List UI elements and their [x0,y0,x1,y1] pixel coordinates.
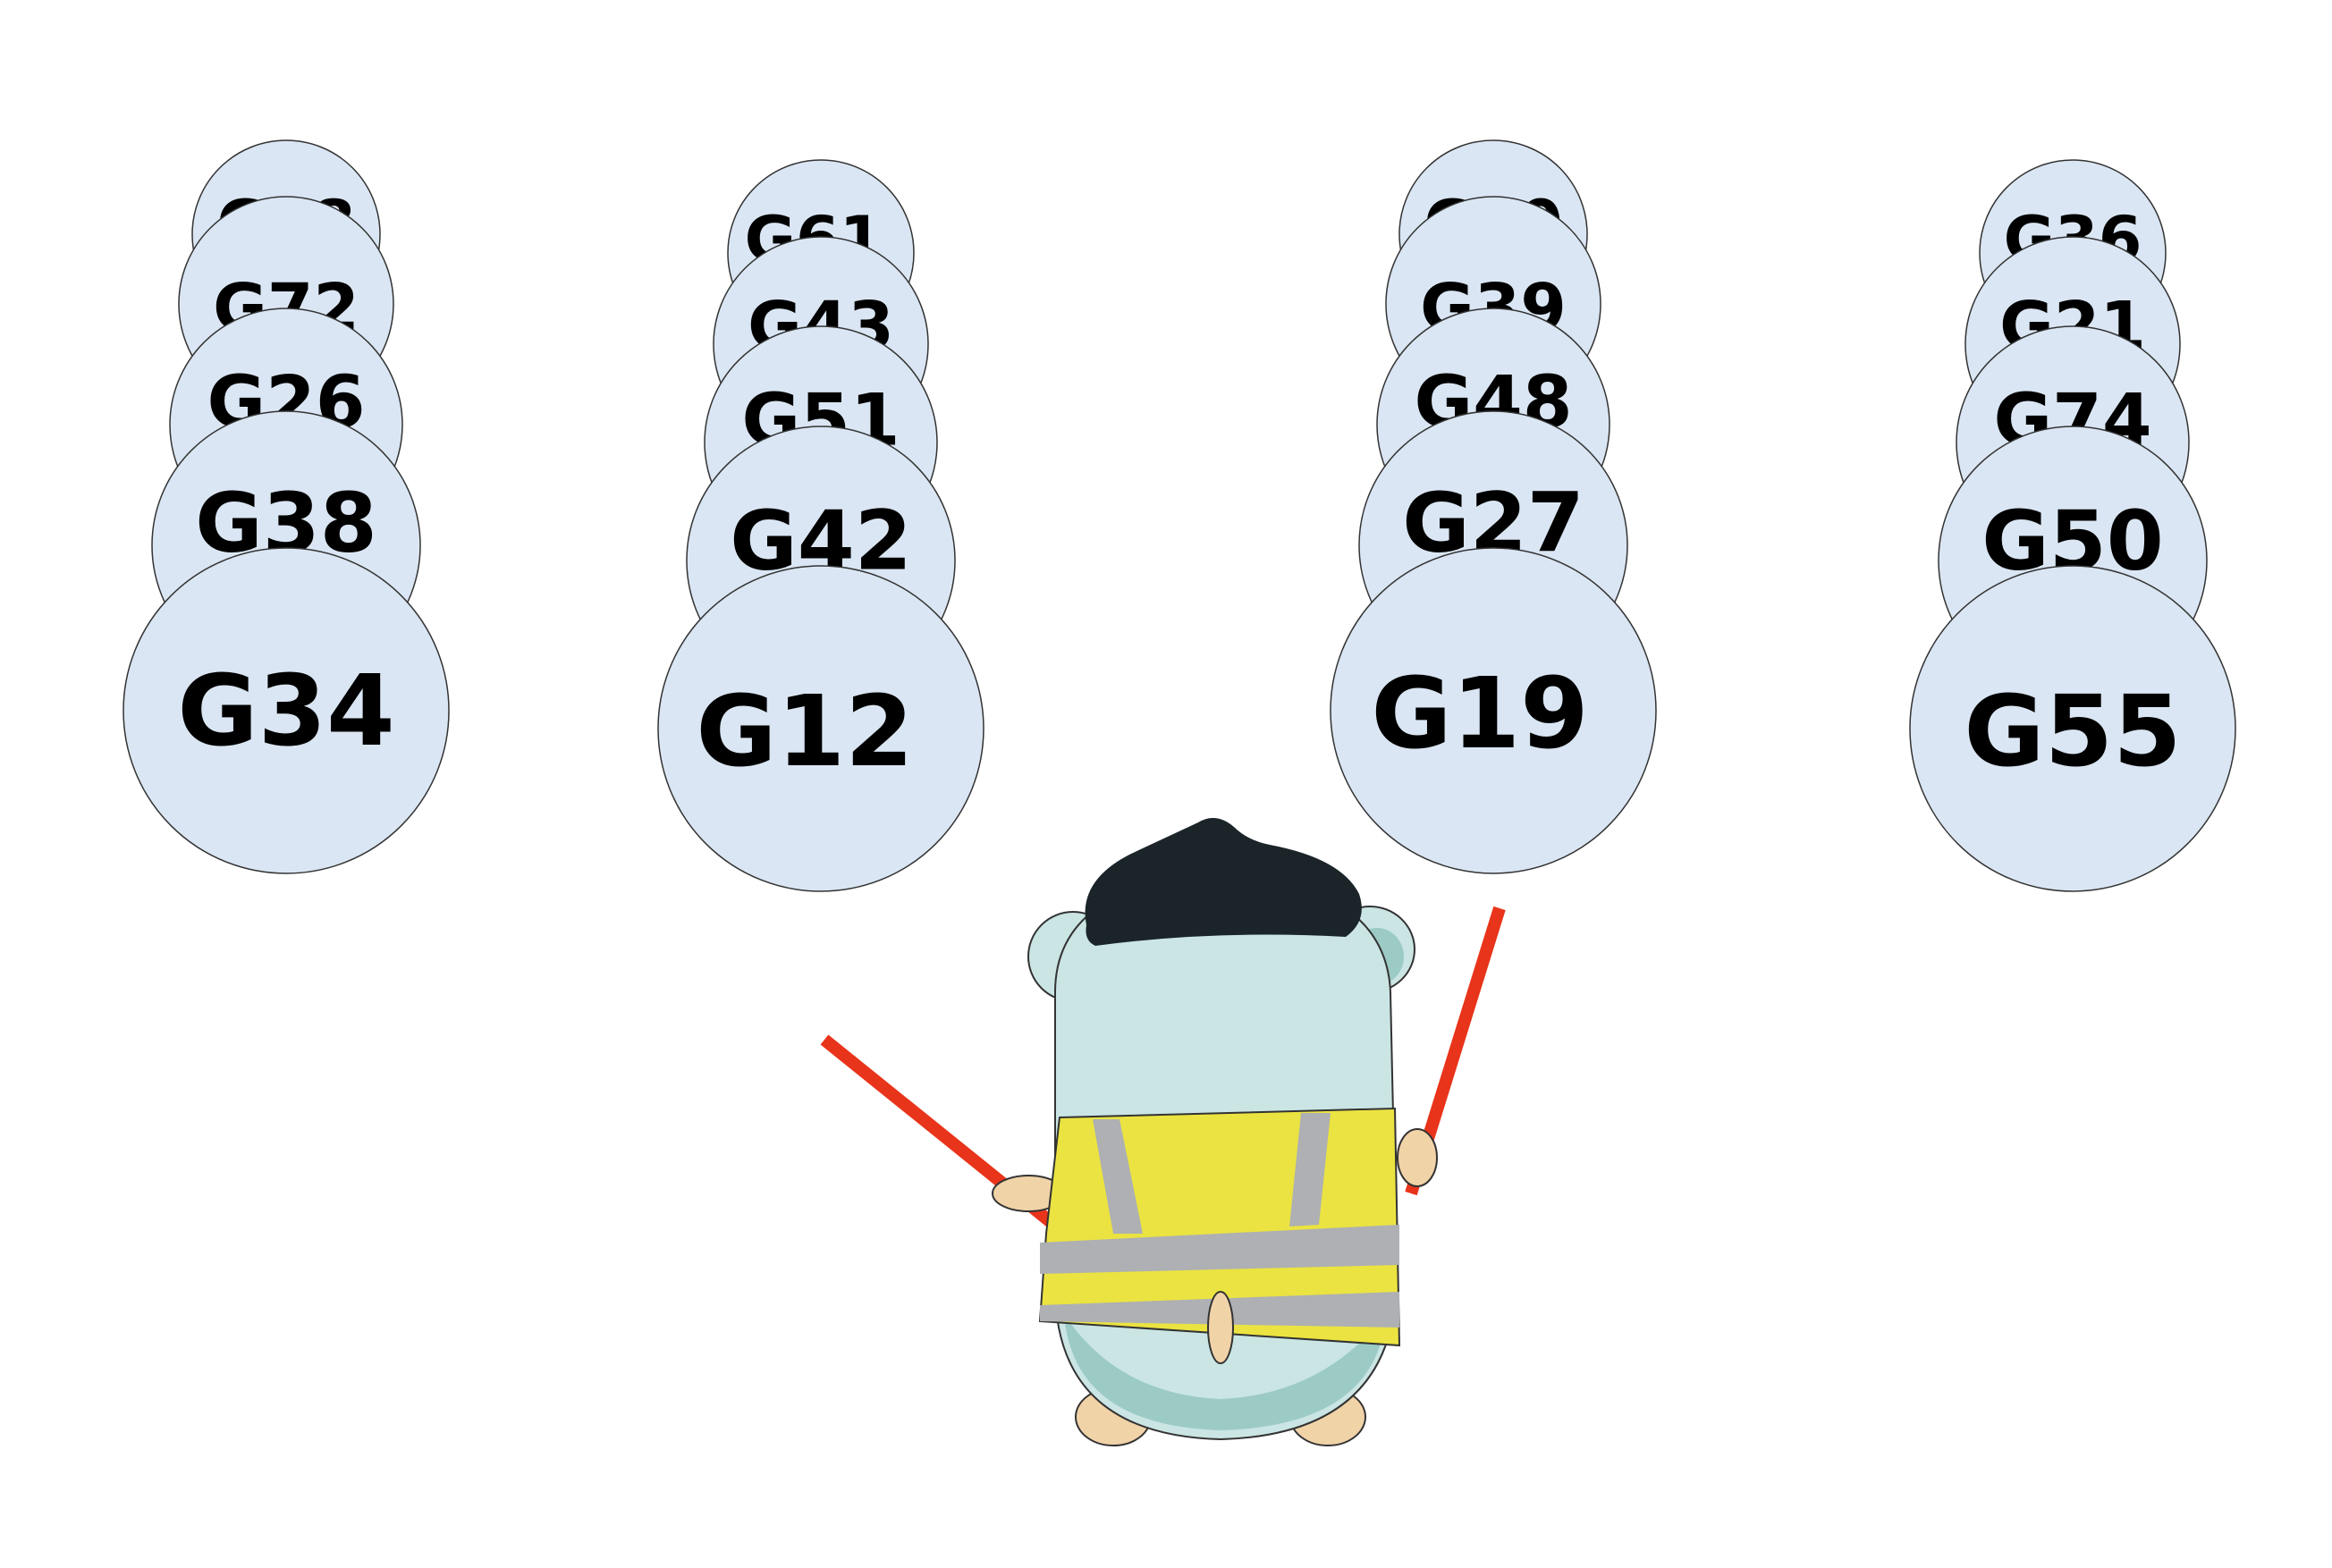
beret-icon [1085,818,1362,946]
vest-stripe [1040,1225,1399,1274]
gopher-belly-shadow [1064,1314,1386,1430]
goroutine-label-front: G19 [1371,656,1588,771]
goroutine-queue-3: G60 G39 G48 G27 G19 [1330,139,1657,874]
gopher-traffic-controller-icon [820,818,1506,1446]
goroutine-disc-front: G12 [657,565,984,892]
goroutine-label-front: G12 [696,674,913,788]
vest-stripe [1289,1113,1331,1227]
goroutine-queue-1: G58 G72 G26 G38 G34 [123,139,450,874]
goroutine-disc-front: G34 [123,547,450,874]
gopher-tail [1207,1291,1234,1364]
goroutine-label-front: G55 [1964,674,2181,788]
vest-stripe [1093,1119,1143,1234]
goroutine-label-front: G34 [177,653,394,768]
goroutine-queue-4: G36 G21 G74 G50 G55 [1909,159,2236,892]
gopher-hand [1397,1128,1438,1187]
goroutine-disc-front: G19 [1330,547,1657,874]
goroutine-queue-2: G61 G43 G51 G42 G12 [657,159,984,892]
goroutine-disc-front: G55 [1909,565,2236,892]
